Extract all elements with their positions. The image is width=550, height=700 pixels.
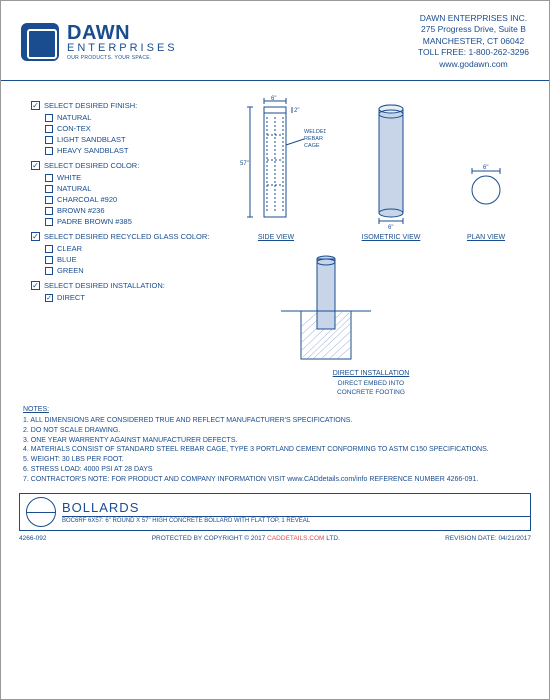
option-item[interactable]: CLEAR — [45, 244, 211, 253]
iso-view: 6" ISOMETRIC VIEW — [356, 95, 426, 241]
direct-install: DIRECT INSTALLATION DIRECT EMBED INTO CO… — [271, 251, 471, 397]
plan-label: PLAN VIEW — [456, 234, 516, 241]
checkbox-icon[interactable] — [45, 174, 53, 182]
svg-text:6": 6" — [388, 225, 393, 230]
group-finish: ✓SELECT DESIRED FINISH: — [31, 101, 211, 110]
side-view: 6" 57" 2" WELDEDREBARCAGE SIDE VIEW — [226, 95, 326, 241]
note-item: 3. ONE YEAR WARRENTY AGAINST MANUFACTURE… — [23, 436, 527, 446]
iso-label: ISOMETRIC VIEW — [356, 234, 426, 241]
checkbox-icon[interactable] — [45, 147, 53, 155]
company-addr2: MANCHESTER, CT 06042 — [418, 36, 529, 47]
check-icon[interactable]: ✓ — [31, 101, 40, 110]
option-item[interactable]: BROWN #236 — [45, 206, 211, 215]
checkbox-icon[interactable] — [45, 267, 53, 275]
option-item[interactable]: BLUE — [45, 255, 211, 264]
check-icon[interactable]: ✓ — [31, 161, 40, 170]
note-item: 6. STRESS LOAD: 4000 PSI AT 28 DAYS — [23, 465, 527, 475]
side-view-svg: 6" 57" 2" WELDEDREBARCAGE — [226, 95, 326, 230]
title-sub: BOC6RF 6X57: 6" ROUND X 57" HIGH CONCRET… — [62, 517, 530, 524]
option-item[interactable]: CHARCOAL #920 — [45, 195, 211, 204]
content: ✓SELECT DESIRED FINISH: NATURAL CON-TEX LI… — [1, 81, 549, 401]
direct-label: DIRECT INSTALLATION — [271, 370, 471, 377]
check-icon[interactable]: ✓ — [31, 281, 40, 290]
footer-left: 4266-092 — [19, 535, 46, 542]
title-block: BOLLARDS BOC6RF 6X57: 6" ROUND X 57" HIG… — [19, 493, 531, 531]
logo-mark-icon — [21, 23, 59, 61]
logo-sub: ENTERPRISES — [67, 43, 178, 54]
option-item[interactable]: WHITE — [45, 173, 211, 182]
checkbox-icon[interactable] — [45, 256, 53, 264]
checkbox-icon[interactable] — [45, 196, 53, 204]
options-panel: ✓SELECT DESIRED FINISH: NATURAL CON-TEX LI… — [31, 95, 211, 397]
svg-text:WELDEDREBARCAGE: WELDEDREBARCAGE — [304, 129, 326, 149]
note-item: 1. ALL DIMENSIONS ARE CONSIDERED TRUE AN… — [23, 416, 527, 426]
option-item[interactable]: ✓DIRECT — [45, 293, 211, 302]
footer: 4266-092 PROTECTED BY COPYRIGHT © 2017 C… — [1, 531, 549, 548]
header: DAWN ENTERPRISES OUR PRODUCTS. YOUR SPAC… — [1, 1, 549, 81]
option-item[interactable]: CON-TEX — [45, 124, 211, 133]
notes: NOTES: 1. ALL DIMENSIONS ARE CONSIDERED … — [1, 401, 549, 486]
footer-mid: PROTECTED BY COPYRIGHT © 2017 CADDETAILS… — [152, 535, 340, 542]
svg-text:6": 6" — [483, 165, 488, 171]
logo: DAWN ENTERPRISES OUR PRODUCTS. YOUR SPAC… — [21, 13, 418, 70]
note-item: 7. CONTRACTOR'S NOTE: FOR PRODUCT AND CO… — [23, 475, 527, 485]
checkbox-icon[interactable] — [45, 185, 53, 193]
iso-view-svg: 6" — [356, 95, 426, 230]
company-addr1: 275 Progress Drive, Suite B — [418, 24, 529, 35]
note-item: 5. WEIGHT: 30 LBS PER FOOT. — [23, 455, 527, 465]
checkbox-icon[interactable] — [45, 114, 53, 122]
option-item[interactable]: HEAVY SANDBLAST — [45, 146, 211, 155]
svg-text:2": 2" — [294, 108, 299, 114]
group-color: ✓SELECT DESIRED COLOR: — [31, 161, 211, 170]
logo-tag: OUR PRODUCTS. YOUR SPACE. — [67, 56, 178, 61]
svg-text:57": 57" — [240, 161, 249, 167]
direct-sub: DIRECT EMBED INTO CONCRETE FOOTING — [271, 380, 471, 397]
option-item[interactable]: PADRE BROWN #385 — [45, 217, 211, 226]
group-install: ✓SELECT DESIRED INSTALLATION: — [31, 281, 211, 290]
group-glass: ✓SELECT DESIRED RECYCLED GLASS COLOR: — [31, 232, 211, 241]
company-info: DAWN ENTERPRISES INC. 275 Progress Drive… — [418, 13, 529, 70]
footer-right: REVISION DATE: 04/21/2017 — [445, 535, 531, 542]
check-icon[interactable]: ✓ — [31, 232, 40, 241]
side-label: SIDE VIEW — [226, 234, 326, 241]
note-item: 2. DO NOT SCALE DRAWING. — [23, 426, 527, 436]
option-item[interactable]: GREEN — [45, 266, 211, 275]
logo-main: DAWN — [67, 23, 178, 43]
checkbox-icon[interactable] — [45, 218, 53, 226]
option-item[interactable]: LIGHT SANDBLAST — [45, 135, 211, 144]
checkbox-icon[interactable]: ✓ — [45, 294, 53, 302]
option-item[interactable]: NATURAL — [45, 184, 211, 193]
plan-view: 6" PLAN VIEW — [456, 95, 516, 241]
checkbox-icon[interactable] — [45, 245, 53, 253]
checkbox-icon[interactable] — [45, 125, 53, 133]
company-toll: TOLL FREE: 1-800-262-3296 — [418, 47, 529, 58]
title-circle-icon — [26, 497, 56, 527]
option-item[interactable]: NATURAL — [45, 113, 211, 122]
install-svg — [271, 251, 381, 366]
plan-view-svg: 6" — [456, 95, 516, 230]
title-main: BOLLARDS — [62, 500, 530, 517]
company-name: DAWN ENTERPRISES INC. — [418, 13, 529, 24]
checkbox-icon[interactable] — [45, 136, 53, 144]
company-web: www.godawn.com — [418, 59, 529, 70]
svg-text:6": 6" — [271, 96, 276, 102]
views-panel: 6" 57" 2" WELDEDREBARCAGE SIDE VIEW — [211, 95, 531, 397]
checkbox-icon[interactable] — [45, 207, 53, 215]
notes-title: NOTES: — [23, 405, 527, 415]
note-item: 4. MATERIALS CONSIST OF STANDARD STEEL R… — [23, 445, 527, 455]
